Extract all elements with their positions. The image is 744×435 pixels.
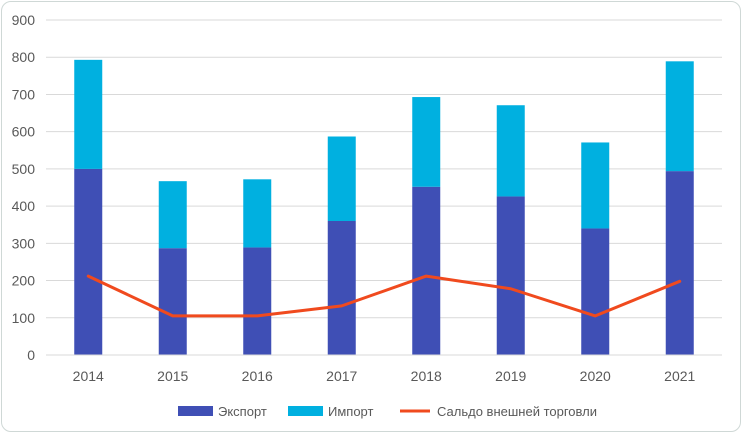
bar-import-2020 (581, 142, 610, 229)
y-tick-label: 900 (12, 12, 36, 28)
legend-label: Импорт (328, 404, 373, 419)
x-tick-label: 2017 (326, 368, 357, 384)
x-axis-ticks: 2014 2015 2016 2017 2018 2019 2020 2021 (73, 368, 696, 384)
y-tick-label: 100 (12, 310, 36, 326)
x-tick-label: 2020 (580, 368, 611, 384)
y-tick-label: 500 (12, 161, 36, 177)
bar-import-2014 (74, 59, 103, 169)
bar-export-2016 (243, 247, 272, 355)
bar-export-2014 (74, 168, 103, 355)
bars (74, 59, 694, 355)
bar-import-2019 (496, 105, 525, 197)
bar-export-2017 (327, 221, 356, 355)
bar-export-2019 (496, 196, 525, 355)
bar-export-2015 (158, 248, 187, 355)
y-tick-label: 600 (12, 124, 36, 140)
y-tick-label: 200 (12, 273, 36, 289)
legend-swatch (178, 406, 213, 416)
x-tick-label: 2018 (411, 368, 442, 384)
legend: Экспорт Импорт Сальдо внешней торговли (178, 404, 597, 419)
bar-export-2018 (412, 186, 441, 355)
x-tick-label: 2016 (242, 368, 273, 384)
bar-import-2016 (243, 179, 272, 248)
y-tick-label: 800 (12, 49, 36, 65)
y-tick-label: 0 (27, 347, 35, 363)
bar-export-2021 (665, 171, 694, 355)
x-tick-label: 2019 (495, 368, 526, 384)
bar-import-2017 (327, 136, 356, 221)
legend-label: Сальдо внешней торговли (437, 404, 597, 419)
legend-label: Экспорт (218, 404, 267, 419)
x-tick-label: 2014 (73, 368, 104, 384)
bar-import-2021 (665, 61, 694, 172)
balance-line (86, 274, 682, 318)
gridlines (46, 19, 722, 319)
legend-swatch (288, 406, 323, 416)
bar-import-2018 (412, 97, 441, 187)
y-tick-label: 400 (12, 198, 36, 214)
y-tick-label: 700 (12, 86, 36, 102)
y-axis-ticks: 0 100 200 300 400 500 600 700 800 900 (12, 12, 36, 363)
y-tick-label: 300 (12, 235, 36, 251)
line-balance (86, 274, 682, 318)
x-tick-label: 2015 (157, 368, 188, 384)
bar-import-2015 (158, 181, 187, 249)
x-tick-label: 2021 (664, 368, 695, 384)
bar-export-2020 (581, 228, 610, 355)
